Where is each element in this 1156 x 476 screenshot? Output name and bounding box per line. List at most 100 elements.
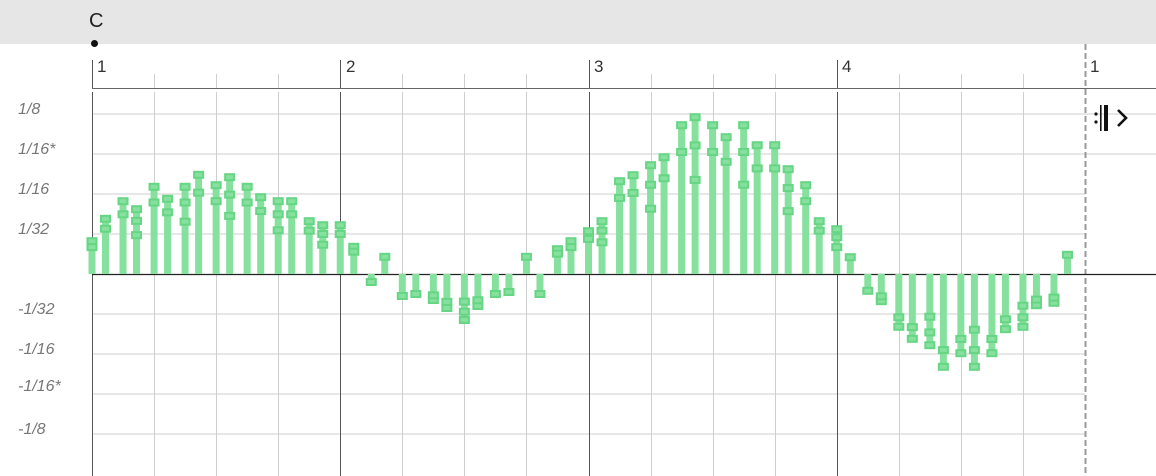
timing-stem	[970, 274, 978, 367]
stem-handle	[224, 190, 236, 199]
stem-handle	[334, 229, 346, 238]
measure-number: 3	[594, 57, 604, 76]
stem-handle	[986, 349, 998, 358]
y-label: -1/8	[18, 421, 46, 438]
stem-handle	[1017, 301, 1029, 310]
stem-handle	[520, 252, 532, 261]
timing-stem	[784, 169, 792, 274]
stem-handle	[427, 291, 439, 300]
stem-handle	[131, 231, 143, 240]
timing-stem	[150, 186, 158, 274]
playhead-dot-icon[interactable]	[91, 40, 98, 47]
timing-stem	[212, 185, 220, 274]
stem-handle	[689, 175, 701, 184]
stem-handle	[1030, 295, 1042, 304]
timing-stem	[629, 175, 637, 274]
timing-stem	[815, 221, 823, 274]
stem-handle	[565, 243, 577, 252]
stem-handle	[272, 197, 284, 206]
stem-handle	[614, 193, 626, 202]
stem-handle	[100, 214, 112, 223]
y-label: 1/16*	[18, 141, 56, 158]
stem-handle	[148, 182, 160, 191]
y-label: 1/8	[18, 101, 41, 118]
timing-stem	[429, 274, 437, 300]
timing-stem	[939, 274, 947, 367]
timing-stem	[195, 174, 203, 274]
stem-handle	[317, 221, 329, 230]
stem-handle	[596, 226, 608, 235]
stem-handle	[503, 288, 515, 296]
stem-handle	[117, 197, 129, 206]
stem-handle	[224, 211, 236, 220]
stem-handle	[396, 292, 408, 300]
stem-handle	[738, 180, 750, 189]
stem-handle	[303, 226, 315, 235]
stem-handle	[286, 210, 298, 219]
stem-handle	[658, 174, 670, 183]
stem-handle	[751, 141, 763, 150]
stem-handle	[1017, 313, 1029, 322]
stem-handle	[893, 322, 905, 331]
timing-stem	[802, 185, 810, 274]
timing-stem	[647, 165, 655, 274]
timing-stem	[102, 218, 110, 274]
stem-handle	[999, 325, 1011, 334]
stem-handle	[769, 164, 781, 173]
stem-handle	[117, 210, 129, 219]
stem-handle	[720, 133, 732, 142]
stem-handle	[210, 181, 222, 190]
stem-handle	[924, 312, 936, 321]
timing-stem	[846, 257, 854, 274]
stem-handle	[689, 113, 701, 122]
timing-stem	[660, 157, 668, 274]
stem-handle	[707, 121, 719, 130]
timing-stem	[88, 241, 96, 274]
timing-stem	[305, 221, 313, 274]
timing-stem	[864, 274, 872, 291]
timing-stem	[257, 197, 265, 274]
stem-handle	[179, 182, 191, 191]
stem-handle	[955, 349, 967, 358]
timing-stem	[474, 274, 482, 306]
stem-handle	[999, 315, 1011, 324]
stem-handle	[162, 208, 174, 217]
stem-handle	[968, 346, 980, 355]
stem-handle	[241, 182, 253, 191]
timing-stem	[226, 177, 234, 274]
chord-label[interactable]: C	[89, 10, 104, 32]
timing-stem	[1001, 274, 1009, 330]
bar-ruler[interactable]: 1 2 3 4 1	[0, 44, 1156, 92]
stem-handle	[875, 292, 887, 301]
stem-handle	[441, 297, 453, 306]
timing-stem	[722, 137, 730, 274]
timing-stem	[164, 198, 172, 274]
stem-handle	[534, 290, 546, 298]
measure-number: 1	[1090, 57, 1100, 76]
stem-handle	[707, 147, 719, 156]
timing-stem	[288, 201, 296, 274]
timing-stem	[1019, 274, 1027, 327]
timing-stem	[616, 181, 624, 274]
timing-stem	[678, 125, 686, 274]
repeat-end-chevron-icon[interactable]	[1092, 102, 1136, 134]
stem-handle	[379, 252, 391, 261]
stem-handle	[193, 188, 205, 197]
chord-track: C	[0, 0, 1156, 47]
measure-number: 4	[842, 57, 852, 76]
timing-stem	[381, 256, 389, 274]
stem-handle	[782, 184, 794, 193]
timing-stem	[833, 229, 841, 274]
stem-handle	[241, 198, 253, 207]
stem-handle	[738, 121, 750, 130]
timing-stem	[412, 274, 420, 294]
stem-handle	[800, 197, 812, 206]
stem-handle	[627, 171, 639, 180]
stem-handle	[1048, 293, 1060, 302]
timing-stem	[1032, 274, 1040, 306]
stem-handle	[255, 207, 267, 216]
stem-handle	[86, 243, 98, 252]
stem-handle	[831, 243, 843, 252]
stem-handle	[489, 290, 501, 298]
